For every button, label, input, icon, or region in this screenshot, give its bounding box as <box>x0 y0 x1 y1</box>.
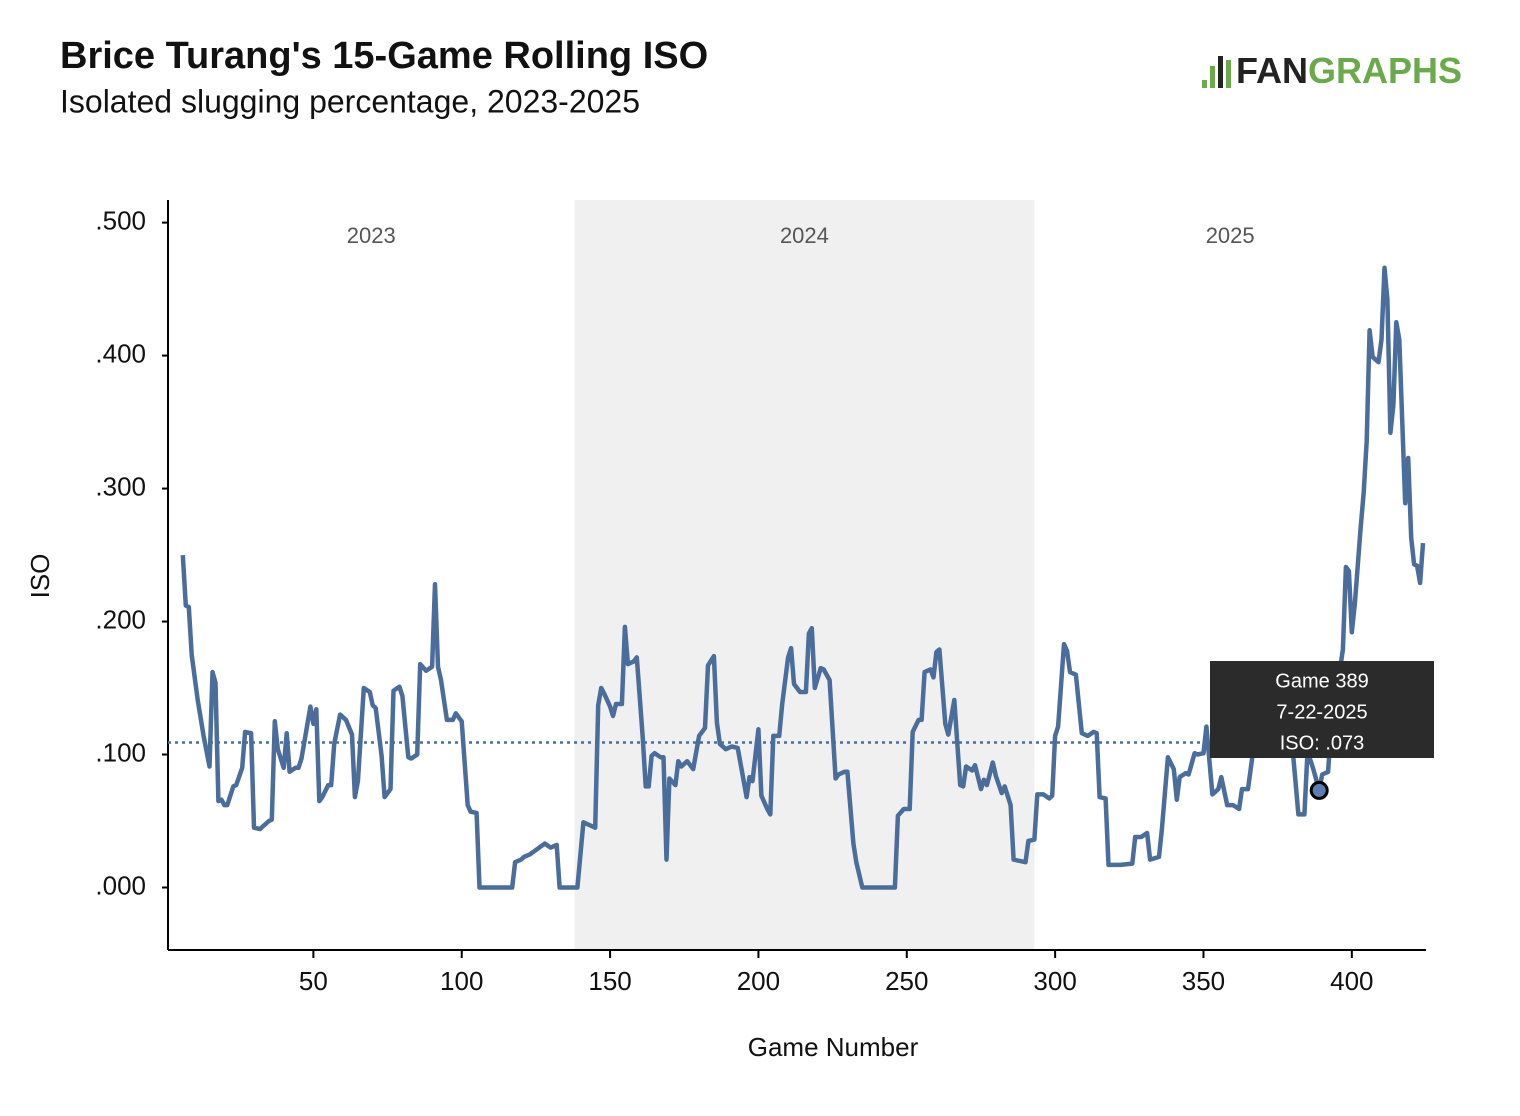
x-tick-label: 300 <box>1033 966 1076 996</box>
y-tick-label: .200 <box>95 604 146 634</box>
logo-text: FANGRAPHS <box>1236 50 1462 91</box>
tooltip-text: 7-22-2025 <box>1276 701 1367 723</box>
x-tick-label: 100 <box>440 966 483 996</box>
regions: 2023 2024 2025 <box>347 200 1255 950</box>
y-tick-label: .300 <box>95 471 146 501</box>
logo-bar <box>1202 80 1207 88</box>
logo-bar <box>1226 60 1231 88</box>
y-tick-label: .400 <box>95 338 146 368</box>
x-tick-label: 50 <box>299 966 328 996</box>
y-tick-label: .100 <box>95 737 146 767</box>
logo-part: FAN <box>1236 50 1308 91</box>
logo: FANGRAPHS <box>1202 50 1462 91</box>
logo-bar <box>1210 66 1215 88</box>
highlight-point <box>1309 780 1329 800</box>
tooltip-box <box>1210 661 1434 758</box>
y-axis-label: ISO <box>25 554 55 599</box>
chart-subtitle: Isolated slugging percentage, 2023-2025 <box>60 83 640 119</box>
y-tick-label: .500 <box>95 205 146 235</box>
chart-title: Brice Turang's 15-Game Rolling ISO <box>60 35 708 77</box>
region-label: 2023 <box>347 223 396 248</box>
logo-bar <box>1218 56 1223 88</box>
region-label: 2024 <box>780 223 829 248</box>
tooltip-text: ISO: .073 <box>1280 732 1365 754</box>
x-tick-label: 400 <box>1330 966 1373 996</box>
x-tick-label: 150 <box>588 966 631 996</box>
y-tick-label: .000 <box>95 870 146 900</box>
logo-part: GRAPHS <box>1308 50 1462 91</box>
x-tick-label: 200 <box>737 966 780 996</box>
x-tick-label: 250 <box>885 966 928 996</box>
region-label: 2025 <box>1206 223 1255 248</box>
tooltip-text: Game 389 <box>1275 670 1368 692</box>
x-tick-label: 350 <box>1182 966 1225 996</box>
plot: .000 .100 .200 .300 .400 .500 50 100 150 200 250 30… <box>95 200 1434 996</box>
region-band <box>574 200 1035 950</box>
x-axis-label: Game Number <box>748 1032 919 1062</box>
